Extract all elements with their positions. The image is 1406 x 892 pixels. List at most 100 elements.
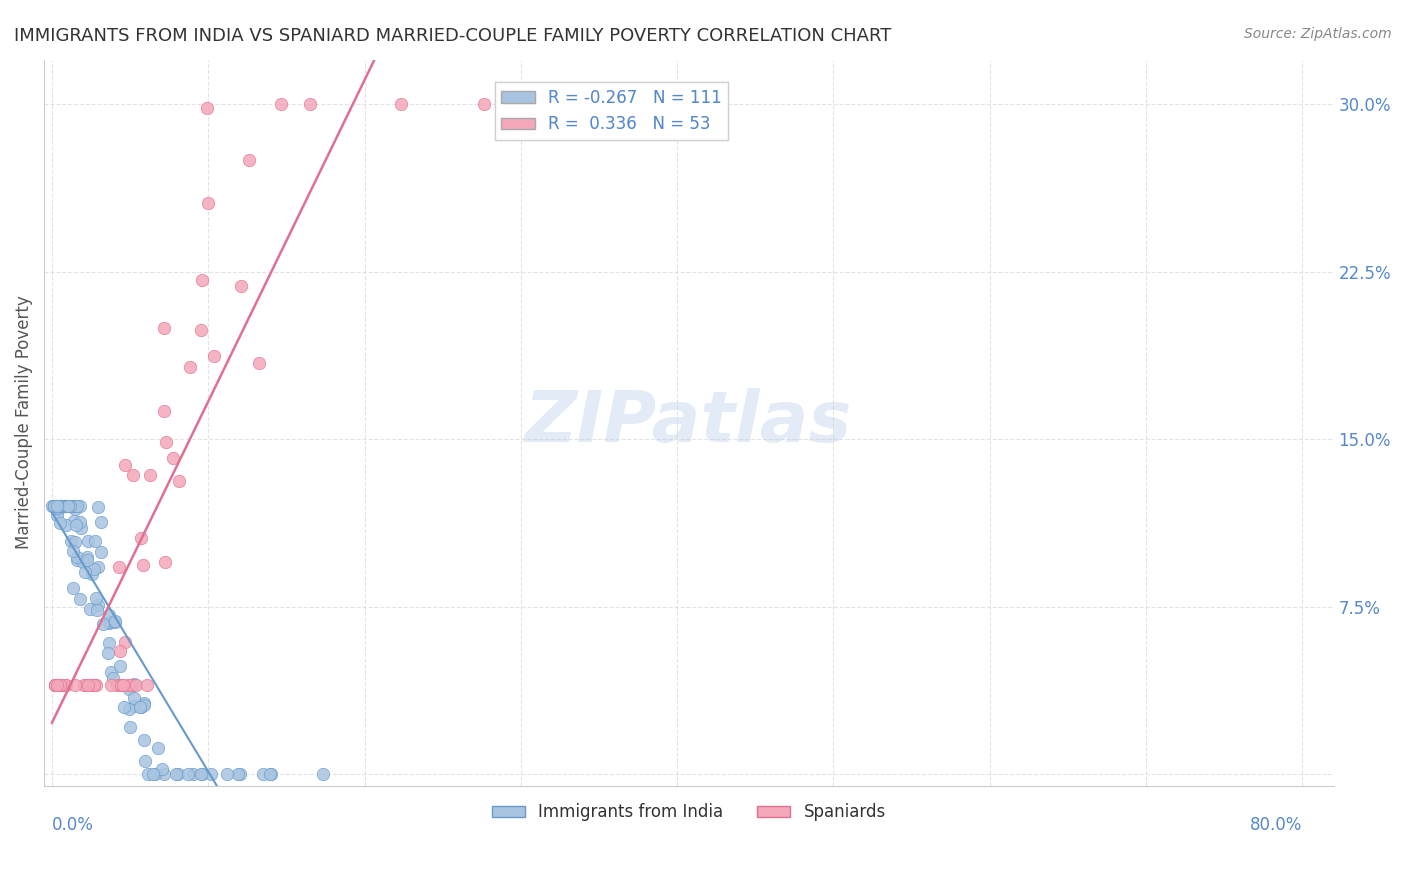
Point xyxy=(86,591,108,605)
Text: IMMIGRANTS FROM INDIA VS SPANIARD MARRIED-COUPLE FAMILY POVERTY CORRELATION CHAR: IMMIGRANTS FROM INDIA VS SPANIARD MARRIE… xyxy=(14,27,891,45)
Point xyxy=(45,500,67,514)
Point xyxy=(48,503,70,517)
Point xyxy=(118,702,141,716)
Point xyxy=(122,691,145,706)
Point xyxy=(238,153,260,167)
Point xyxy=(165,767,187,781)
Point xyxy=(52,500,75,514)
Point xyxy=(42,500,65,514)
Point xyxy=(53,500,76,514)
Point xyxy=(60,500,83,514)
Point xyxy=(49,516,72,530)
Point xyxy=(55,678,77,692)
Point xyxy=(270,97,292,112)
Point xyxy=(104,614,127,628)
Text: Source: ZipAtlas.com: Source: ZipAtlas.com xyxy=(1244,27,1392,41)
Point xyxy=(298,97,321,112)
Point xyxy=(70,521,93,535)
Point xyxy=(62,581,84,595)
Point xyxy=(87,599,110,613)
Point xyxy=(136,767,159,781)
Point xyxy=(139,468,162,483)
Point xyxy=(48,500,70,514)
Point xyxy=(53,500,76,514)
Point xyxy=(51,678,73,692)
Point xyxy=(53,500,76,514)
Point xyxy=(42,500,65,514)
Point xyxy=(63,501,86,516)
Point xyxy=(49,678,72,692)
Point xyxy=(111,678,134,692)
Point xyxy=(98,636,121,650)
Point xyxy=(56,500,79,514)
Point xyxy=(72,678,94,692)
Point xyxy=(69,591,91,606)
Point xyxy=(46,500,69,514)
Point xyxy=(122,698,145,713)
Point xyxy=(80,567,103,582)
Point xyxy=(100,678,122,692)
Point xyxy=(122,676,145,690)
Point xyxy=(41,500,63,514)
Point xyxy=(136,678,159,692)
Point xyxy=(79,678,101,692)
Point xyxy=(65,552,87,566)
Point xyxy=(226,767,249,781)
Point xyxy=(59,500,82,514)
Point xyxy=(69,500,91,514)
Point xyxy=(87,500,110,515)
Point xyxy=(76,552,98,566)
Point xyxy=(125,678,148,692)
Point xyxy=(45,508,67,522)
Point xyxy=(83,562,105,576)
Point xyxy=(200,767,222,781)
Point xyxy=(44,678,66,692)
Point xyxy=(65,500,87,514)
Point xyxy=(202,349,225,363)
Point xyxy=(45,500,67,515)
Point xyxy=(42,500,65,514)
Point xyxy=(77,678,100,692)
Point xyxy=(62,514,84,528)
Point xyxy=(122,467,145,482)
Point xyxy=(55,500,77,514)
Point xyxy=(104,615,127,630)
Point xyxy=(101,671,124,685)
Point xyxy=(190,767,212,781)
Point xyxy=(389,97,412,112)
Point xyxy=(87,560,110,574)
Point xyxy=(229,767,252,781)
Point xyxy=(190,323,212,337)
Point xyxy=(62,543,84,558)
Point xyxy=(118,720,141,734)
Point xyxy=(166,767,188,781)
Point xyxy=(472,97,495,112)
Text: 80.0%: 80.0% xyxy=(1250,816,1302,834)
Point xyxy=(86,603,108,617)
Point xyxy=(62,500,84,514)
Point xyxy=(55,517,77,532)
Point xyxy=(259,767,281,781)
Point xyxy=(162,451,184,466)
Point xyxy=(42,500,65,514)
Point xyxy=(191,273,214,287)
Point xyxy=(191,767,214,781)
Point xyxy=(134,733,156,747)
Legend: R = -0.267   N = 111, R =  0.336   N = 53: R = -0.267 N = 111, R = 0.336 N = 53 xyxy=(495,82,728,140)
Point xyxy=(134,755,156,769)
Point xyxy=(76,549,98,564)
Point xyxy=(45,500,67,514)
Point xyxy=(44,500,66,514)
Point xyxy=(51,500,73,514)
Point xyxy=(197,196,219,211)
Point xyxy=(131,531,153,545)
Point xyxy=(97,608,120,623)
Point xyxy=(142,767,165,781)
Text: 0.0%: 0.0% xyxy=(52,816,94,834)
Text: ZIPatlas: ZIPatlas xyxy=(524,388,852,457)
Point xyxy=(312,767,335,781)
Point xyxy=(45,500,67,514)
Point xyxy=(59,533,82,548)
Point xyxy=(63,500,86,514)
Point xyxy=(100,665,122,679)
